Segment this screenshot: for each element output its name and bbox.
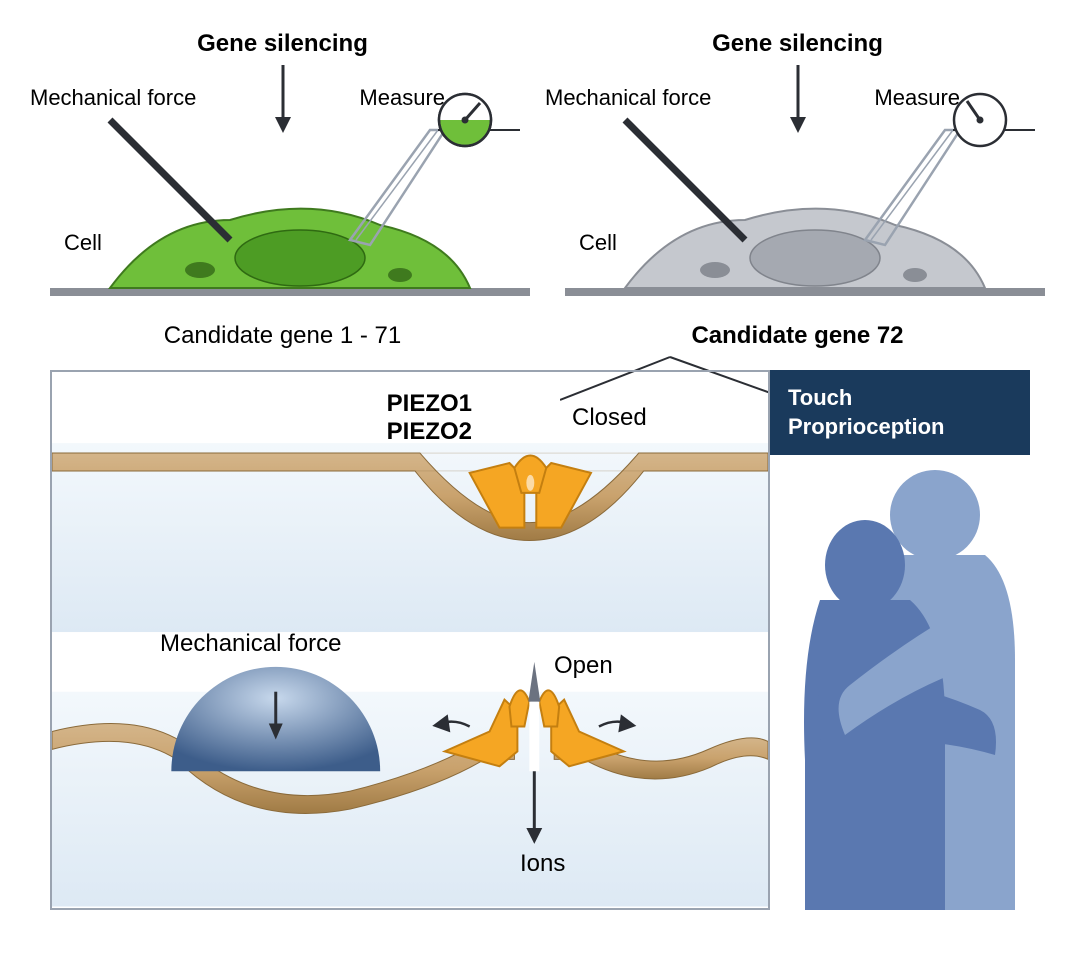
touch-header: Touch Proprioception [770, 370, 1030, 455]
cell-diagram-left [50, 90, 530, 330]
closed-label: Closed [572, 404, 647, 432]
gene-silencing-label-right: Gene silencing [712, 30, 883, 58]
gene-silencing-label-left: Gene silencing [197, 30, 368, 58]
cell-diagram-right [565, 90, 1045, 330]
mechanical-force-label-2: Mechanical force [160, 630, 341, 658]
membrane-diagram: PIEZO1 PIEZO2 Closed Mechanical force Op… [50, 370, 770, 910]
hugging-figures [770, 460, 1030, 910]
bottom-section: PIEZO1 PIEZO2 Closed Mechanical force Op… [50, 370, 1030, 910]
panel-gene-1-71: Gene silencing Mechanical force Measure … [50, 30, 515, 350]
open-label: Open [554, 652, 613, 680]
ions-label: Ions [520, 850, 565, 878]
candidate-label-left: Candidate gene 1 - 71 [50, 322, 515, 350]
piezo-labels: PIEZO1 PIEZO2 [342, 390, 472, 446]
figure-container: Gene silencing Mechanical force Measure … [0, 0, 1080, 964]
touch-panel: Touch Proprioception [770, 370, 1030, 910]
panel-gene-72: Gene silencing Mechanical force Measure … [565, 30, 1030, 350]
touch-line1: Touch [788, 385, 852, 410]
candidate-label-right: Candidate gene 72 [565, 322, 1030, 350]
piezo1-label: PIEZO1 [387, 390, 472, 417]
touch-line2: Proprioception [788, 414, 944, 439]
top-panels: Gene silencing Mechanical force Measure … [50, 30, 1030, 350]
piezo2-label: PIEZO2 [387, 418, 472, 445]
